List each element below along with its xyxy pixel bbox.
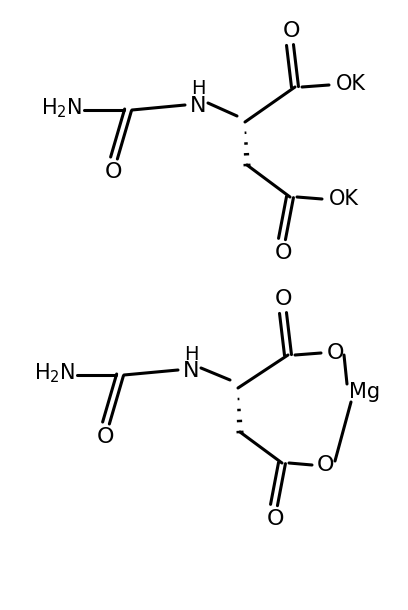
- Text: O: O: [266, 509, 284, 529]
- Text: O: O: [275, 289, 293, 309]
- Text: O: O: [282, 21, 300, 41]
- Text: O: O: [97, 427, 115, 447]
- Text: O: O: [326, 343, 344, 363]
- Text: O: O: [274, 243, 292, 263]
- Text: H: H: [191, 79, 205, 98]
- Text: OK: OK: [329, 189, 359, 209]
- Text: Mg: Mg: [349, 382, 381, 402]
- Text: O: O: [317, 455, 335, 475]
- Text: O: O: [105, 162, 123, 182]
- Text: H$_2$N: H$_2$N: [41, 96, 83, 120]
- Text: H: H: [184, 345, 198, 364]
- Text: OK: OK: [336, 74, 366, 94]
- Text: N: N: [190, 96, 206, 116]
- Text: H$_2$N: H$_2$N: [34, 361, 75, 385]
- Text: N: N: [183, 361, 199, 381]
